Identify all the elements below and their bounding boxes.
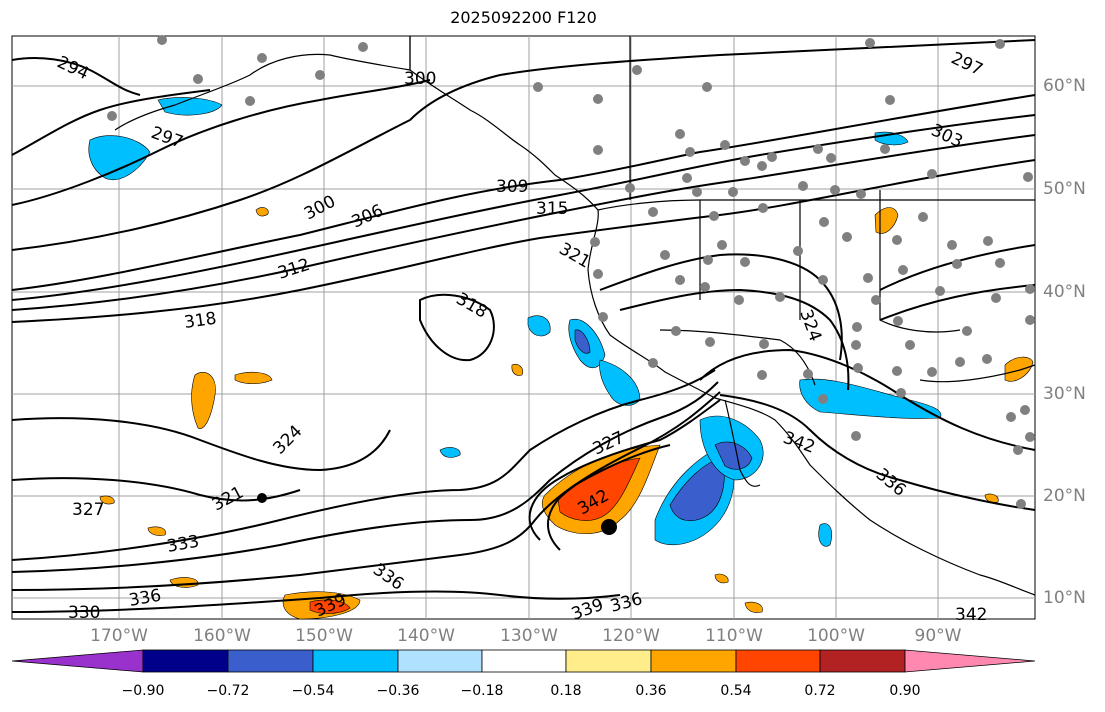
colorbar-tick-label: −0.90 (121, 683, 165, 699)
lat-label: 40°N (1043, 282, 1086, 302)
lon-label: 90°W (914, 626, 962, 646)
colorbar-tick-label: 0.54 (720, 683, 752, 699)
map-frame (11, 35, 1036, 620)
lon-label: 100°W (807, 626, 865, 646)
contour-label: 300 (404, 69, 436, 89)
contour-label: 315 (536, 199, 568, 219)
colorbar (11, 649, 1036, 673)
lon-label: 170°W (90, 626, 148, 646)
colorbar-tick-label: 0.18 (550, 683, 582, 699)
colorbar-tick-label: −0.54 (291, 683, 335, 699)
colorbar-tick-label: 0.36 (635, 683, 667, 699)
lon-label: 130°W (500, 626, 558, 646)
lon-label: 110°W (705, 626, 763, 646)
shaded-fields (88, 97, 1034, 620)
lon-label: 120°W (602, 626, 660, 646)
lat-label: 60°N (1043, 76, 1086, 96)
colorbar-tick-label: −0.72 (206, 683, 250, 699)
colorbar-tick-label: −0.18 (460, 683, 504, 699)
contour-label: 330 (68, 603, 100, 623)
contour-label: 309 (496, 177, 528, 197)
lat-label: 20°N (1043, 486, 1086, 506)
contour-label: 327 (72, 500, 104, 520)
low-center-marker (257, 493, 267, 503)
colorbar-extend-max (904, 649, 1036, 673)
lat-label: 50°N (1043, 179, 1086, 199)
colorbar-tick-label: 0.72 (804, 683, 836, 699)
colorbar-extend-min (11, 649, 144, 673)
station-markers (107, 35, 1035, 509)
lon-label: 160°W (193, 626, 251, 646)
lon-label: 140°W (397, 626, 455, 646)
lat-label: 10°N (1043, 588, 1086, 608)
contour-label: 318 (183, 309, 218, 333)
storm-center-marker (601, 519, 617, 535)
lat-label: 30°N (1043, 384, 1086, 404)
map-title: 2025092200 F120 (450, 8, 597, 27)
contour-label: 342 (955, 605, 987, 625)
colorbar-tick-label: 0.90 (889, 683, 921, 699)
colorbar-tick-label: −0.36 (376, 683, 420, 699)
lon-label: 150°W (295, 626, 353, 646)
contour-lines (11, 39, 1036, 613)
